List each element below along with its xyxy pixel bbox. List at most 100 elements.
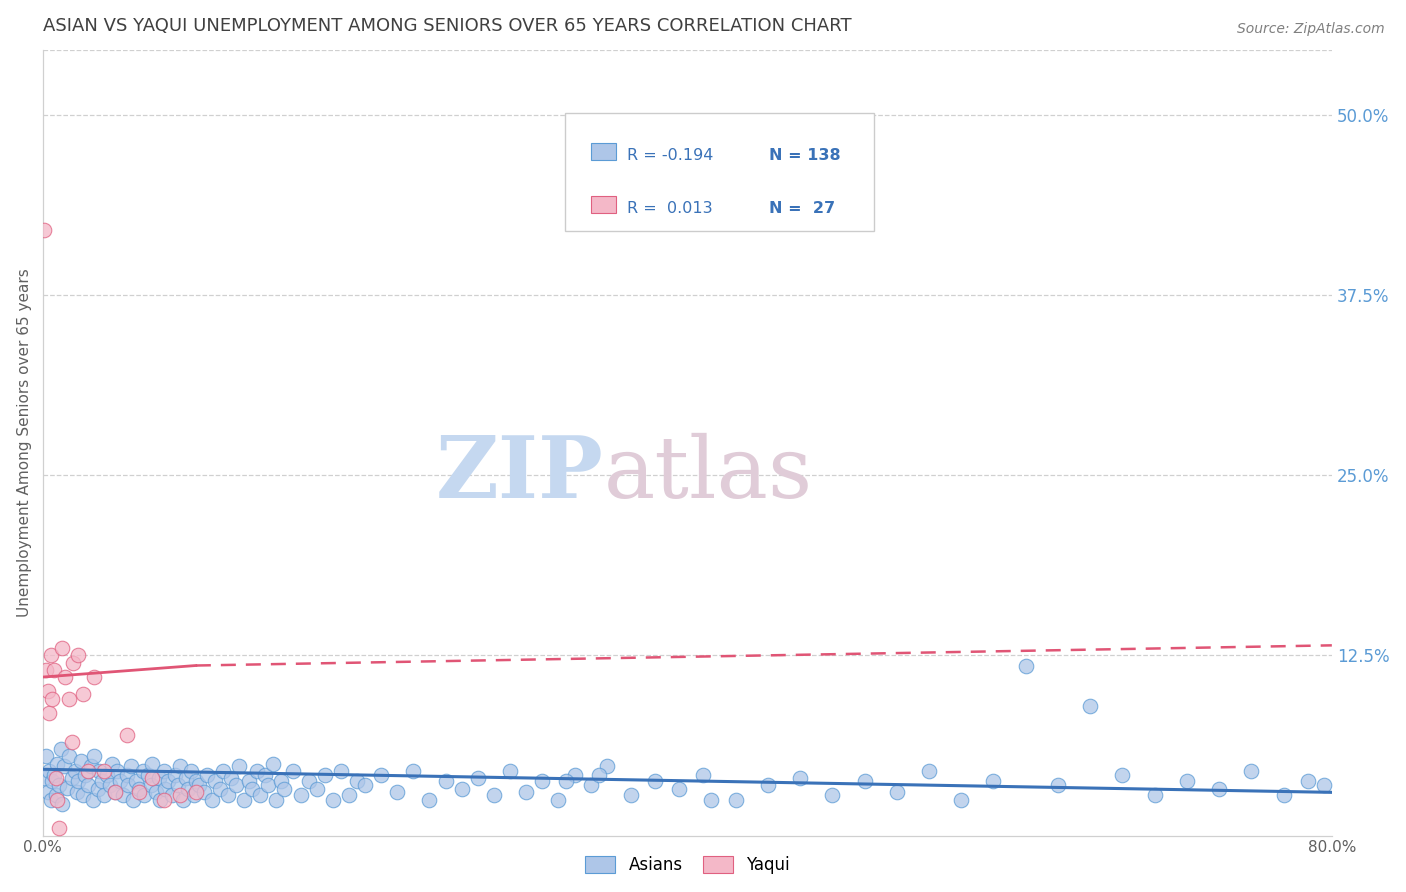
Point bbox=[34, 223, 56, 237]
Text: atlas: atlas bbox=[603, 433, 813, 516]
Point bbox=[141, 771, 163, 785]
Point bbox=[72, 789, 94, 803]
Point bbox=[193, 785, 215, 799]
Point bbox=[86, 782, 108, 797]
Point bbox=[257, 778, 280, 792]
Point bbox=[77, 764, 100, 778]
Point bbox=[63, 764, 86, 778]
Point bbox=[128, 782, 150, 797]
Point bbox=[45, 771, 67, 785]
Point bbox=[579, 778, 602, 792]
Point bbox=[56, 780, 79, 795]
Point bbox=[104, 785, 127, 799]
Text: N = 138: N = 138 bbox=[769, 148, 841, 163]
Point bbox=[60, 771, 83, 785]
Point bbox=[58, 691, 80, 706]
Point bbox=[65, 785, 87, 799]
Point bbox=[225, 778, 247, 792]
Point bbox=[96, 768, 118, 782]
Point bbox=[45, 789, 67, 803]
Point bbox=[62, 656, 84, 670]
Point bbox=[115, 728, 138, 742]
Point bbox=[246, 764, 269, 778]
Point bbox=[233, 792, 256, 806]
Point bbox=[58, 749, 80, 764]
Point bbox=[467, 771, 489, 785]
Point bbox=[217, 789, 239, 803]
Point bbox=[1296, 773, 1319, 788]
Point bbox=[46, 792, 69, 806]
Point bbox=[270, 773, 292, 788]
Point bbox=[149, 792, 172, 806]
Point bbox=[482, 789, 505, 803]
Point bbox=[83, 670, 105, 684]
Point bbox=[39, 792, 62, 806]
Y-axis label: Unemployment Among Seniors over 65 years: Unemployment Among Seniors over 65 years bbox=[17, 268, 32, 617]
Point bbox=[152, 792, 174, 806]
Point bbox=[60, 735, 83, 749]
Point bbox=[402, 764, 425, 778]
Point bbox=[821, 789, 844, 803]
Point bbox=[53, 670, 76, 684]
Point bbox=[70, 754, 93, 768]
Point bbox=[89, 764, 111, 778]
Point bbox=[354, 778, 377, 792]
Point bbox=[240, 782, 263, 797]
Point bbox=[692, 768, 714, 782]
Point bbox=[34, 771, 56, 785]
Point bbox=[273, 782, 295, 797]
Point bbox=[152, 764, 174, 778]
Point bbox=[370, 768, 392, 782]
Point bbox=[346, 773, 368, 788]
Point bbox=[125, 773, 148, 788]
Point bbox=[281, 764, 304, 778]
Point bbox=[48, 822, 70, 836]
Point bbox=[105, 764, 128, 778]
FancyBboxPatch shape bbox=[591, 196, 616, 213]
Point bbox=[41, 691, 63, 706]
Point bbox=[756, 778, 779, 792]
Point bbox=[115, 768, 138, 782]
Point bbox=[950, 792, 973, 806]
Point bbox=[547, 792, 569, 806]
Point bbox=[886, 785, 908, 799]
Point bbox=[41, 773, 63, 788]
Point bbox=[1015, 658, 1038, 673]
Point bbox=[131, 764, 153, 778]
Point bbox=[588, 768, 610, 782]
Point bbox=[329, 764, 352, 778]
Point bbox=[120, 759, 142, 773]
Point bbox=[201, 792, 224, 806]
Point bbox=[1175, 773, 1198, 788]
Point bbox=[724, 792, 747, 806]
Point bbox=[155, 782, 177, 797]
Point bbox=[266, 792, 288, 806]
Point bbox=[172, 792, 194, 806]
Point bbox=[51, 797, 73, 811]
Point bbox=[128, 785, 150, 799]
Point bbox=[238, 773, 260, 788]
Point bbox=[163, 768, 186, 782]
Point bbox=[177, 782, 200, 797]
Point bbox=[37, 684, 59, 698]
Point bbox=[82, 792, 104, 806]
FancyBboxPatch shape bbox=[591, 143, 616, 160]
Point bbox=[42, 663, 65, 677]
Point bbox=[136, 768, 159, 782]
Point bbox=[418, 792, 440, 806]
Point bbox=[160, 789, 183, 803]
Point bbox=[983, 773, 1005, 788]
Text: ASIAN VS YAQUI UNEMPLOYMENT AMONG SENIORS OVER 65 YEARS CORRELATION CHART: ASIAN VS YAQUI UNEMPLOYMENT AMONG SENIOR… bbox=[42, 17, 852, 35]
FancyBboxPatch shape bbox=[565, 113, 875, 231]
Point bbox=[204, 773, 226, 788]
Point bbox=[35, 749, 58, 764]
Point bbox=[139, 778, 162, 792]
Point bbox=[290, 789, 312, 803]
Point bbox=[644, 773, 666, 788]
Point bbox=[555, 773, 578, 788]
Point bbox=[515, 785, 537, 799]
Point bbox=[100, 778, 122, 792]
Point bbox=[700, 792, 723, 806]
Point bbox=[183, 789, 205, 803]
Point bbox=[184, 785, 207, 799]
